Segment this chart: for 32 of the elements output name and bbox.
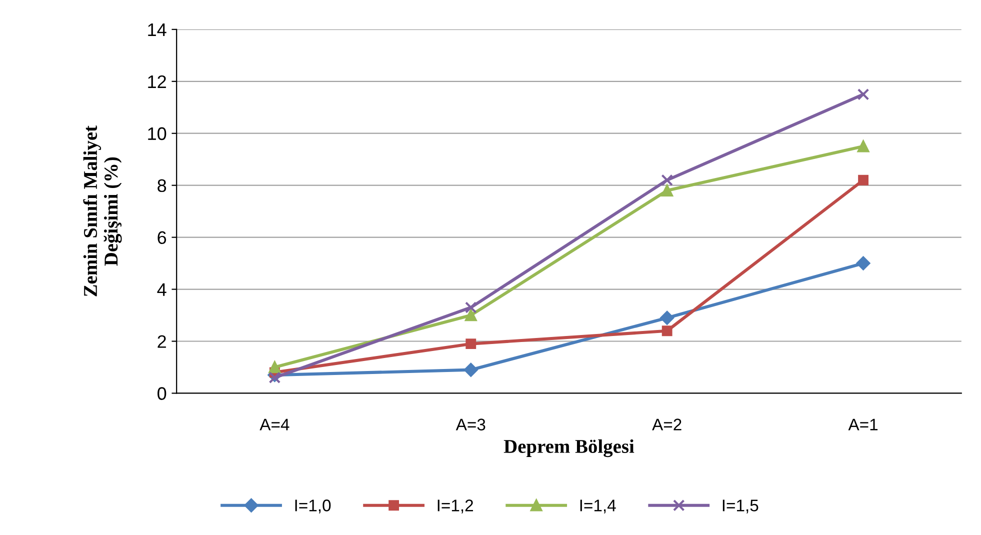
x-tick-label: A=4 — [260, 418, 290, 430]
legend-label: I=1,5 — [722, 500, 758, 514]
x-tick-label: A=3 — [456, 418, 486, 430]
y-tick-label: 10 — [148, 127, 166, 140]
legend-label: I=1,4 — [580, 500, 616, 514]
x-axis-title: Deprem Bölgesi — [504, 439, 634, 458]
point — [464, 362, 478, 377]
y-tick-label: 4 — [157, 283, 166, 296]
legend-label: I=1,0 — [295, 500, 331, 514]
point — [661, 174, 673, 186]
point — [661, 184, 673, 196]
y-tick-label: 6 — [158, 231, 166, 244]
y-tick-label: 8 — [158, 179, 166, 192]
point — [857, 88, 870, 100]
point — [464, 309, 477, 322]
point — [856, 256, 870, 270]
y-tick-label: 14 — [148, 24, 166, 36]
point — [466, 338, 476, 350]
y-tick-label: 12 — [148, 75, 166, 88]
y-tick-label: 0 — [158, 387, 166, 400]
legend-label: I=1,2 — [438, 500, 473, 514]
point — [268, 372, 281, 384]
point — [662, 326, 672, 336]
x-tick-label: A=1 — [848, 418, 878, 430]
x-tick-label: A=2 — [652, 418, 682, 430]
point — [268, 361, 281, 374]
point — [858, 174, 868, 186]
point — [660, 310, 674, 325]
point — [464, 302, 477, 314]
point — [857, 140, 870, 152]
y-axis-title: Zemin Sınıfı Maliyet Değişimi (%) — [83, 126, 122, 296]
y-tick-label: 2 — [158, 335, 166, 348]
